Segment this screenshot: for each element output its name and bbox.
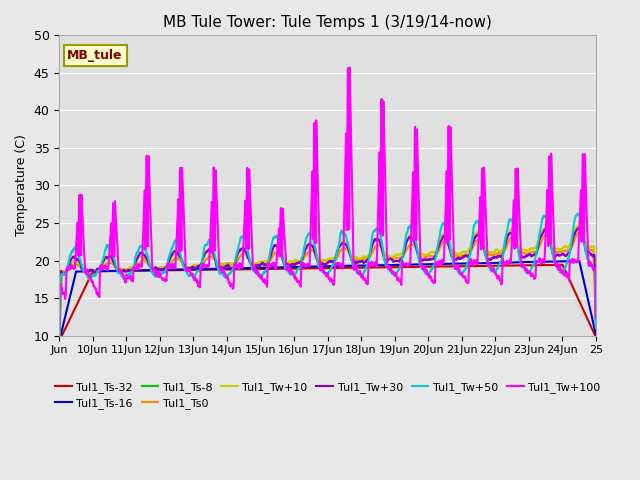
Tul1_Ts-16 <box>225 265 232 271</box>
Tul1_Tw+50 <box>109 251 116 256</box>
Tul1_Tw+10 <box>489 250 497 255</box>
Tul1_Ts-32 <box>592 334 600 340</box>
Tul1_Tw+100 <box>490 269 497 275</box>
Tul1_Ts0 <box>592 321 600 327</box>
Tul1_Tw+10 <box>56 338 63 344</box>
Tul1_Ts0 <box>489 252 497 258</box>
Tul1_Ts-8 <box>519 408 527 414</box>
Tul1_Tw+30 <box>519 254 527 260</box>
Tul1_Tw+30 <box>109 258 116 264</box>
Tul1_Ts-16 <box>360 263 367 268</box>
Tul1_Ts-8 <box>489 408 497 414</box>
Tul1_Ts-8 <box>360 408 367 414</box>
Tul1_Tw+10 <box>109 259 116 265</box>
Line: Tul1_Ts-16: Tul1_Ts-16 <box>60 261 596 341</box>
Tul1_Tw+10 <box>360 253 367 259</box>
Line: Tul1_Tw+100: Tul1_Tw+100 <box>60 68 596 324</box>
Line: Tul1_Tw+30: Tul1_Tw+30 <box>60 228 596 339</box>
Tul1_Ts-16 <box>592 332 600 337</box>
Line: Tul1_Tw+10: Tul1_Tw+10 <box>60 226 596 341</box>
Tul1_Ts-16 <box>584 299 592 304</box>
Tul1_Tw+100 <box>520 262 527 267</box>
Tul1_Tw+30 <box>360 260 367 266</box>
Tul1_Tw+30 <box>225 264 232 269</box>
Tul1_Tw+100 <box>584 260 592 265</box>
Tul1_Ts0 <box>575 230 583 236</box>
Tul1_Tw+100 <box>225 277 232 283</box>
Tul1_Ts-8 <box>109 408 116 414</box>
Line: Tul1_Tw+50: Tul1_Tw+50 <box>60 214 596 344</box>
Tul1_Tw+100 <box>360 276 367 282</box>
Tul1_Tw+10 <box>519 247 527 253</box>
Tul1_Ts-8 <box>592 408 600 414</box>
Tul1_Ts-32 <box>559 262 566 268</box>
Tul1_Tw+10 <box>592 316 600 322</box>
Tul1_Ts-16 <box>489 260 497 266</box>
Tul1_Ts-32 <box>225 266 232 272</box>
Tul1_Ts-8 <box>584 408 592 414</box>
Tul1_Tw+100 <box>56 322 63 327</box>
Tul1_Tw+50 <box>592 325 600 331</box>
Tul1_Ts0 <box>109 261 116 267</box>
Tul1_Ts-32 <box>489 263 497 269</box>
Tul1_Tw+50 <box>360 270 367 276</box>
Tul1_Ts0 <box>360 256 367 262</box>
Y-axis label: Temperature (C): Temperature (C) <box>15 134 28 237</box>
Tul1_Tw+100 <box>592 314 600 320</box>
Tul1_Tw+10 <box>584 244 592 250</box>
Tul1_Ts-32 <box>56 338 63 344</box>
Tul1_Tw+30 <box>574 225 582 231</box>
Tul1_Tw+30 <box>592 318 600 324</box>
Title: MB Tule Tower: Tule Temps 1 (3/19/14-now): MB Tule Tower: Tule Temps 1 (3/19/14-now… <box>163 15 492 30</box>
Tul1_Ts-16 <box>56 338 63 344</box>
Tul1_Tw+30 <box>489 256 497 262</box>
Tul1_Tw+50 <box>225 272 232 277</box>
Tul1_Tw+50 <box>519 264 527 269</box>
Tul1_Ts0 <box>584 246 592 252</box>
Tul1_Ts-16 <box>575 258 583 264</box>
Tul1_Ts0 <box>56 338 63 344</box>
Tul1_Tw+10 <box>225 260 232 266</box>
Tul1_Ts0 <box>519 250 527 256</box>
Tul1_Tw+100 <box>109 206 116 212</box>
Tul1_Ts-16 <box>519 259 527 265</box>
Tul1_Ts-32 <box>109 268 116 274</box>
Tul1_Tw+50 <box>56 341 63 347</box>
Tul1_Ts0 <box>225 263 232 268</box>
Tul1_Tw+100 <box>346 65 354 71</box>
Tul1_Tw+50 <box>489 267 497 273</box>
Text: MB_tule: MB_tule <box>67 49 123 62</box>
Tul1_Tw+10 <box>574 223 582 229</box>
Tul1_Ts-32 <box>584 318 592 324</box>
Tul1_Tw+50 <box>573 211 581 216</box>
Tul1_Tw+50 <box>584 257 592 263</box>
Tul1_Tw+30 <box>56 336 63 342</box>
Line: Tul1_Ts0: Tul1_Ts0 <box>60 233 596 341</box>
Tul1_Ts-32 <box>519 263 527 268</box>
Legend: Tul1_Ts-32, Tul1_Ts-16, Tul1_Ts-8, Tul1_Ts0, Tul1_Tw+10, Tul1_Tw+30, Tul1_Tw+50,: Tul1_Ts-32, Tul1_Ts-16, Tul1_Ts-8, Tul1_… <box>51 377 605 413</box>
Tul1_Ts-16 <box>109 268 116 274</box>
Tul1_Ts-32 <box>360 264 367 270</box>
Tul1_Tw+30 <box>584 250 592 256</box>
Tul1_Ts-8 <box>56 408 63 414</box>
Line: Tul1_Ts-32: Tul1_Ts-32 <box>60 265 596 341</box>
Tul1_Ts-8 <box>225 408 232 414</box>
